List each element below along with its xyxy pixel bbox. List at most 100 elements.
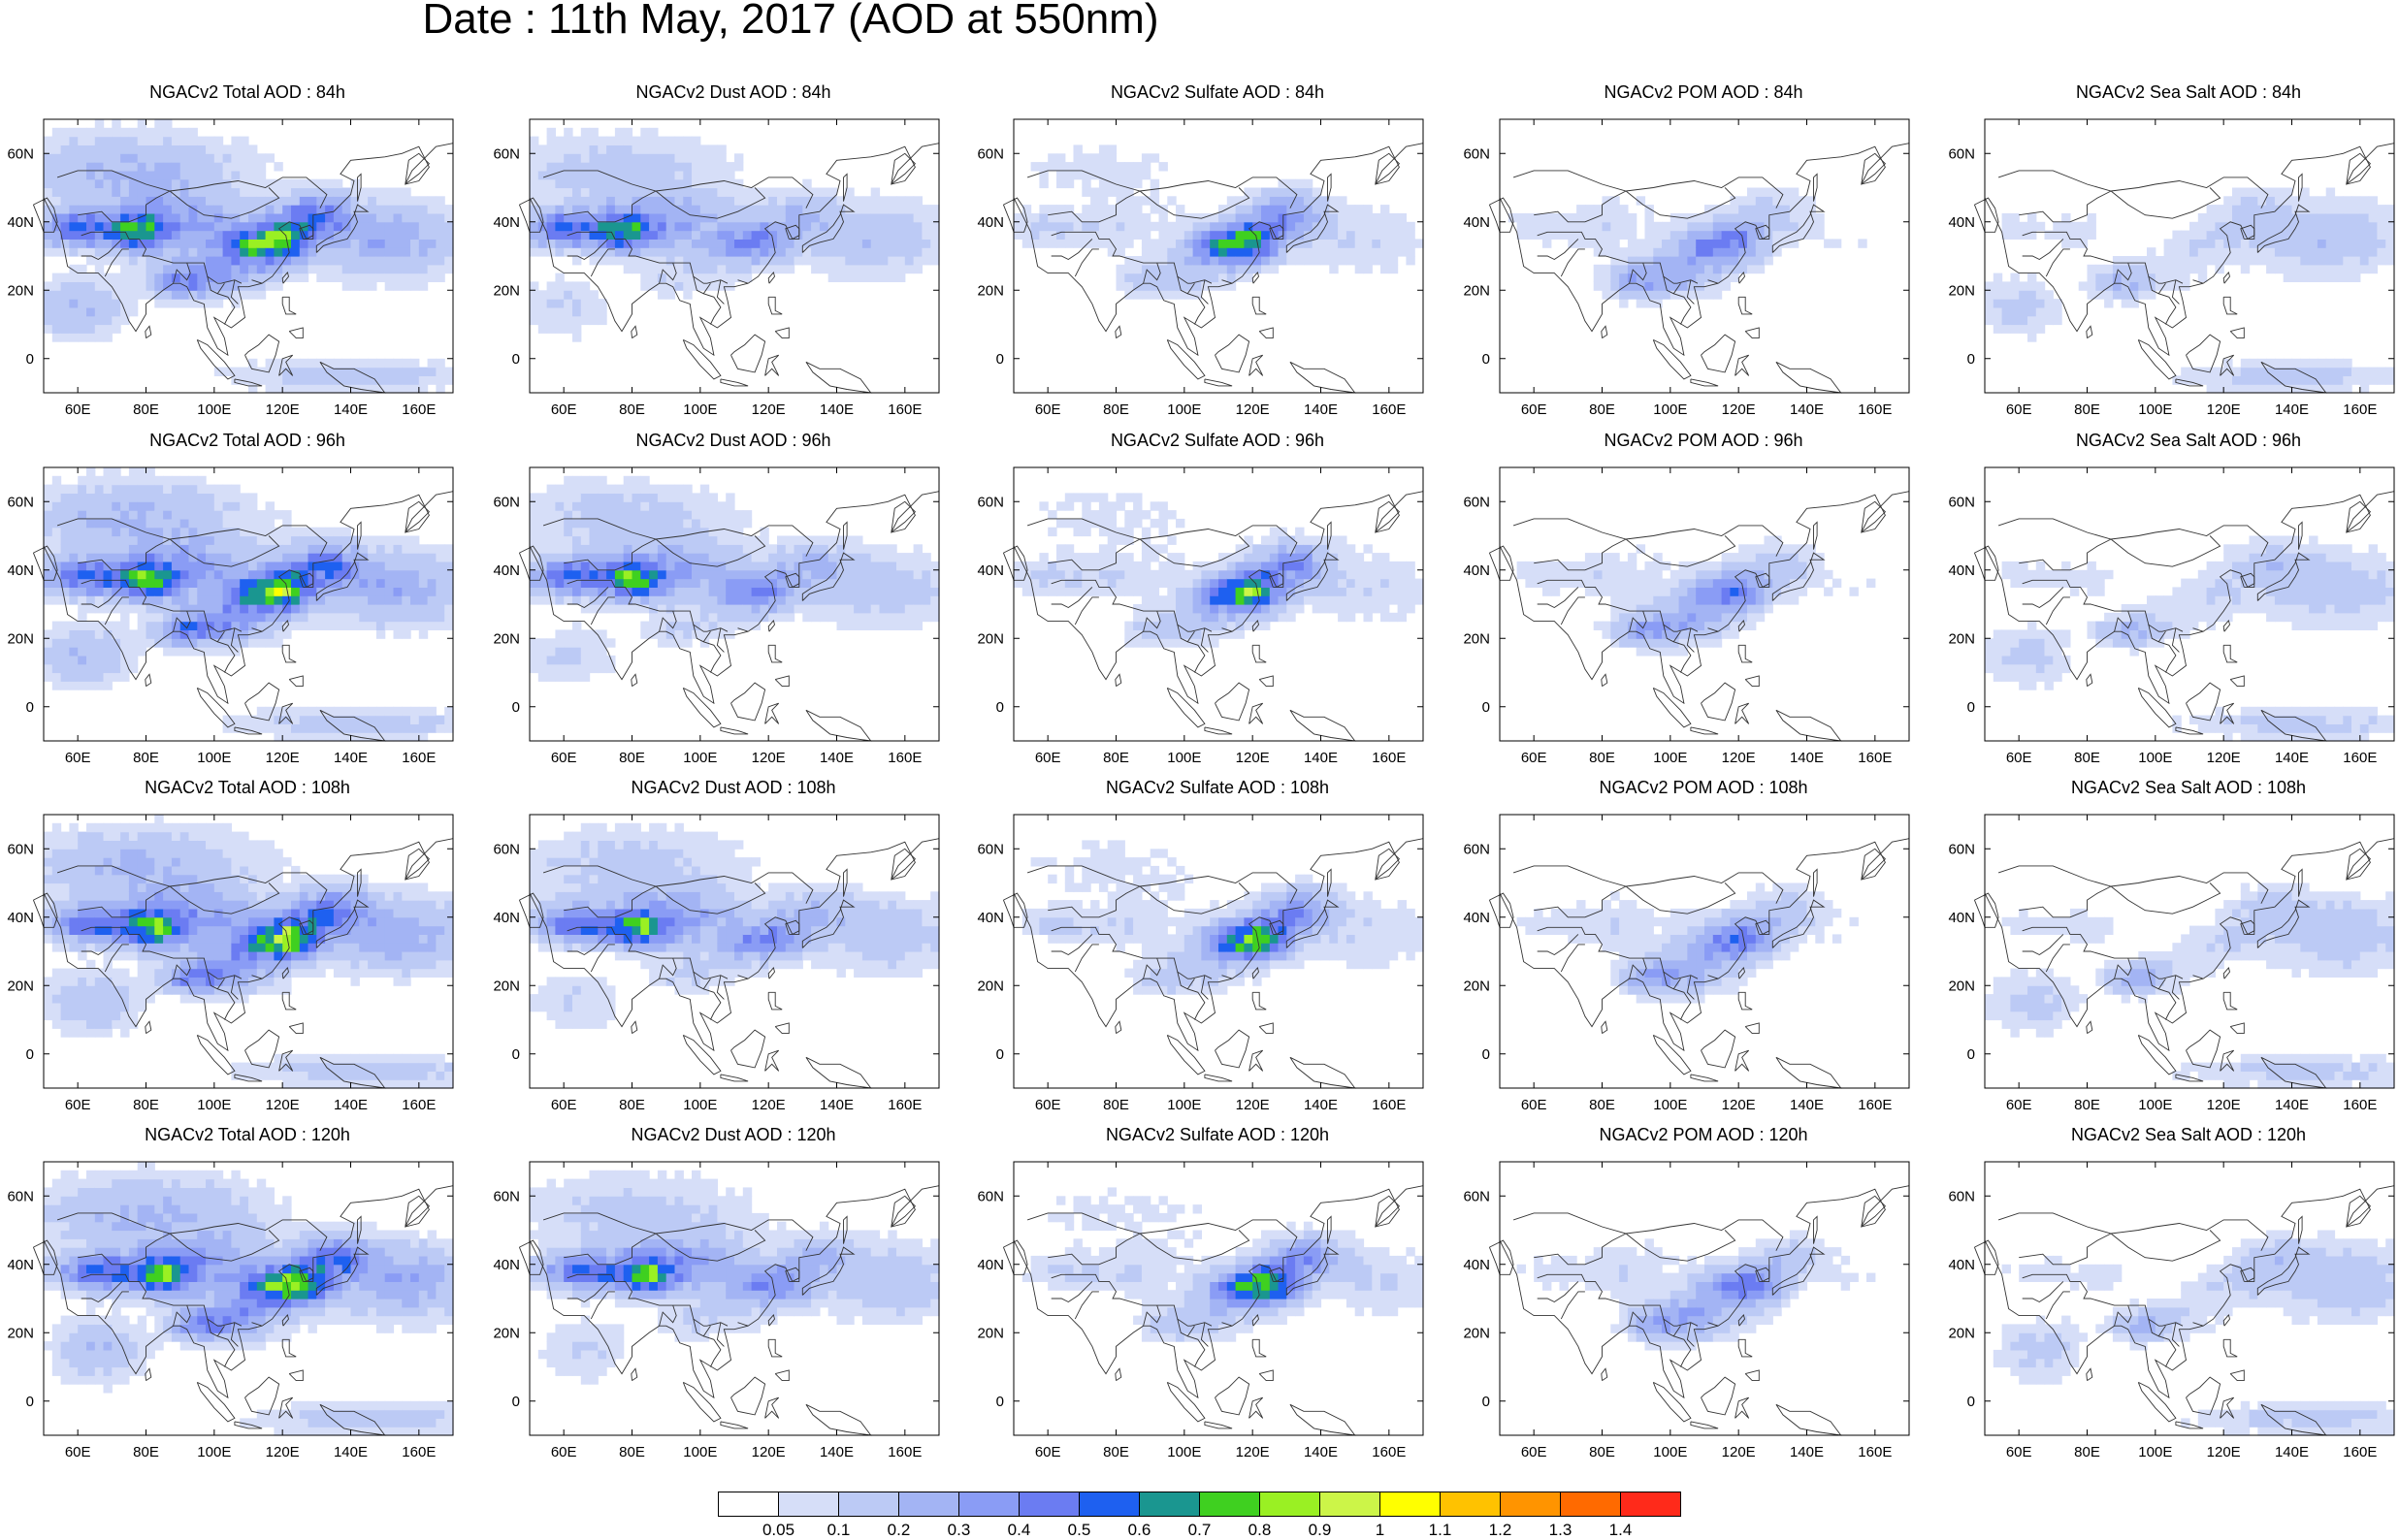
lat-tick-label: 20N bbox=[493, 282, 520, 299]
panel-title: NGACv2 POM AOD : 84h bbox=[1604, 82, 1803, 102]
map-panel-pom-1: NGACv2 POM AOD : 84h 60E 80E 100E 120E 140E 16… bbox=[1463, 82, 1910, 418]
map-frame bbox=[1499, 466, 1910, 742]
lon-tick-label: 160E bbox=[1858, 750, 1892, 766]
lat-tick-label: 20N bbox=[493, 978, 520, 994]
lon-tick-label: 160E bbox=[2343, 401, 2377, 418]
map-frame bbox=[1984, 118, 2395, 394]
lon-tick-label: 100E bbox=[1167, 750, 1201, 766]
lon-tick-label: 100E bbox=[2138, 401, 2172, 418]
aod-map: 60E 80E 100E 120E 140E 160E 60N 40N 20N 0 bbox=[493, 466, 940, 766]
panel-title: NGACv2 Total AOD : 108h bbox=[145, 778, 350, 797]
lat-tick-label: 60N bbox=[493, 841, 520, 857]
lon-tick-label: 80E bbox=[2074, 1444, 2100, 1460]
colorbar-swatch bbox=[1319, 1492, 1380, 1517]
lon-tick-label: 140E bbox=[820, 401, 854, 418]
lat-tick-label: 40N bbox=[1463, 1257, 1490, 1273]
aod-map: 60E 80E 100E 120E 140E 160E 60N 40N 20N 0 bbox=[7, 466, 454, 766]
lon-tick-label: 60E bbox=[1521, 750, 1547, 766]
lon-tick-label: 80E bbox=[1103, 401, 1129, 418]
panel-title: NGACv2 Sea Salt AOD : 108h bbox=[2070, 778, 2307, 797]
panel-title: NGACv2 POM AOD : 96h bbox=[1604, 431, 1803, 450]
lat-tick-label: 20N bbox=[1948, 630, 1975, 647]
map-panel-dust-1: NGACv2 Dust AOD : 84h 60E 80E 100E 120E 140E 1… bbox=[493, 82, 940, 418]
lat-tick-label: 60N bbox=[7, 494, 34, 510]
lat-tick-label: 20N bbox=[493, 630, 520, 647]
colorbar-label: 0.05 bbox=[762, 1521, 794, 1539]
lon-tick-label: 160E bbox=[1858, 1444, 1892, 1460]
aod-map: 60E 80E 100E 120E 140E 160E 60N 40N 20N 0 bbox=[1948, 118, 2395, 418]
lon-tick-label: 60E bbox=[551, 401, 577, 418]
lat-tick-label: 20N bbox=[977, 630, 1004, 647]
coastlines bbox=[518, 1185, 940, 1436]
lat-tick-label: 40N bbox=[7, 214, 34, 231]
lon-tick-label: 120E bbox=[752, 1444, 786, 1460]
aod-map: 60E 80E 100E 120E 140E 160E 60N 40N 20N 0 bbox=[1463, 466, 1910, 766]
lat-tick-label: 40N bbox=[493, 1257, 520, 1273]
map-frame bbox=[43, 466, 454, 742]
lat-tick-label: 0 bbox=[1482, 1394, 1490, 1410]
lon-tick-label: 120E bbox=[2207, 1097, 2241, 1113]
aod-map: 60E 80E 100E 120E 140E 160E 60N 40N 20N 0 bbox=[1948, 1161, 2395, 1460]
lon-tick-label: 60E bbox=[1035, 1097, 1061, 1113]
lat-tick-label: 20N bbox=[1948, 1325, 1975, 1341]
aod-map: 60E 80E 100E 120E 140E 160E 60N 40N 20N 0 bbox=[493, 118, 940, 418]
coastlines bbox=[1488, 1185, 1910, 1436]
lon-tick-label: 100E bbox=[197, 1097, 231, 1113]
lat-tick-label: 20N bbox=[1463, 1325, 1490, 1341]
aod-map: 60E 80E 100E 120E 140E 160E 60N 40N 20N 0 bbox=[1948, 814, 2395, 1113]
lon-tick-label: 160E bbox=[888, 1444, 922, 1460]
lat-tick-label: 0 bbox=[996, 1046, 1004, 1063]
lon-tick-label: 120E bbox=[266, 750, 300, 766]
lon-tick-label: 80E bbox=[133, 1097, 159, 1113]
aod-map: 60E 80E 100E 120E 140E 160E 60N 40N 20N 0 bbox=[1948, 466, 2395, 766]
lon-tick-label: 100E bbox=[1167, 1444, 1201, 1460]
lat-tick-label: 60N bbox=[977, 841, 1004, 857]
panel-title: NGACv2 Total AOD : 96h bbox=[149, 431, 345, 450]
panel-title: NGACv2 Sulfate AOD : 96h bbox=[1110, 431, 1325, 450]
aod-map: 60E 80E 100E 120E 140E 160E 60N 40N 20N 0 bbox=[493, 814, 940, 1113]
lat-tick-label: 0 bbox=[1482, 351, 1490, 368]
panel-title: NGACv2 Sulfate AOD : 84h bbox=[1110, 82, 1325, 102]
panel-title: NGACv2 Sea Salt AOD : 96h bbox=[2075, 431, 2302, 450]
lon-tick-label: 100E bbox=[197, 750, 231, 766]
lon-tick-label: 80E bbox=[133, 401, 159, 418]
panel-title: NGACv2 Sulfate AOD : 108h bbox=[1105, 778, 1330, 797]
colorbar-swatch bbox=[778, 1492, 839, 1517]
lat-tick-label: 60N bbox=[977, 494, 1004, 510]
lat-tick-label: 0 bbox=[26, 351, 34, 368]
lat-tick-label: 40N bbox=[1463, 562, 1490, 579]
lon-tick-label: 140E bbox=[2275, 401, 2309, 418]
map-panel-total-3: NGACv2 Total AOD : 108h 60E 80E 100E 120E 140… bbox=[7, 778, 454, 1113]
lat-tick-label: 60N bbox=[1463, 494, 1490, 510]
colorbar-label: 0.7 bbox=[1188, 1521, 1212, 1539]
lon-tick-label: 160E bbox=[1858, 401, 1892, 418]
lon-tick-label: 100E bbox=[1653, 750, 1687, 766]
map-frame bbox=[529, 118, 940, 394]
aod-field bbox=[1516, 535, 1876, 657]
lon-tick-label: 120E bbox=[1236, 1444, 1270, 1460]
aod-field bbox=[44, 815, 454, 1089]
lon-tick-label: 140E bbox=[2275, 1444, 2309, 1460]
lon-tick-label: 60E bbox=[551, 750, 577, 766]
map-frame bbox=[529, 814, 940, 1089]
lon-tick-label: 60E bbox=[65, 750, 91, 766]
lon-tick-label: 100E bbox=[683, 1097, 717, 1113]
aod-map: 60E 80E 100E 120E 140E 160E 60N 40N 20N 0 bbox=[1463, 118, 1910, 418]
lat-tick-label: 60N bbox=[493, 1188, 520, 1204]
lat-tick-label: 40N bbox=[1948, 910, 1975, 926]
lon-tick-label: 100E bbox=[1167, 1097, 1201, 1113]
lon-tick-label: 60E bbox=[1035, 1444, 1061, 1460]
lat-tick-label: 40N bbox=[977, 214, 1004, 231]
lon-tick-label: 60E bbox=[551, 1444, 577, 1460]
lon-tick-label: 80E bbox=[1589, 1444, 1615, 1460]
aod-map: 60E 80E 100E 120E 140E 160E 60N 40N 20N 0 bbox=[7, 1161, 454, 1460]
lat-tick-label: 60N bbox=[7, 841, 34, 857]
colorbar-label: 0.4 bbox=[1008, 1521, 1031, 1539]
lon-tick-label: 120E bbox=[1236, 401, 1270, 418]
lon-tick-label: 160E bbox=[2343, 750, 2377, 766]
aod-map: 60E 80E 100E 120E 140E 160E 60N 40N 20N 0 bbox=[1463, 814, 1910, 1113]
lat-tick-label: 20N bbox=[493, 1325, 520, 1341]
map-panel-pom-4: NGACv2 POM AOD : 120h 60E 80E 100E 120E 140E 1… bbox=[1463, 1125, 1910, 1460]
lat-tick-label: 0 bbox=[996, 351, 1004, 368]
map-frame bbox=[1984, 1161, 2395, 1436]
